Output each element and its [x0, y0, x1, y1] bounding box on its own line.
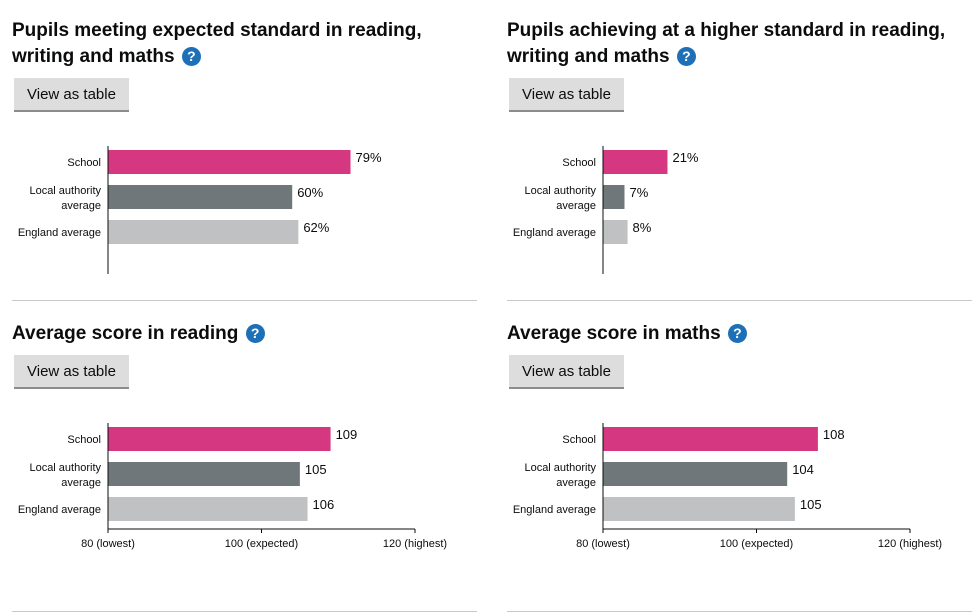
x-tick-label: 120 (highest): [878, 538, 942, 550]
value-label: 105: [800, 497, 822, 512]
panel-higher-standard: Pupils achieving at a higher standard in…: [507, 18, 972, 298]
category-label: Local authority average: [29, 462, 101, 489]
bar-chart: School 109 Local authority average 105 Englan…: [12, 423, 477, 558]
category-label: England average: [513, 227, 596, 239]
panel-maths-score: Average score in maths ? View as table S…: [507, 321, 972, 591]
divider: [12, 300, 477, 301]
panel-title: Pupils meeting expected standard in read…: [12, 18, 477, 70]
divider: [507, 611, 972, 612]
value-label: 7%: [629, 185, 648, 200]
panel-title: Average score in reading ?: [12, 321, 477, 347]
bar-local: [603, 462, 788, 486]
help-icon[interactable]: ?: [245, 324, 265, 343]
view-as-table-button[interactable]: View as table: [509, 355, 624, 389]
panel-expected-standard: Pupils meeting expected standard in read…: [12, 18, 477, 298]
x-tick-label: 120 (highest): [383, 538, 447, 550]
bar-school: [108, 427, 331, 451]
value-label: 108: [823, 427, 845, 442]
category-label: School: [67, 157, 101, 169]
value-label: 104: [792, 462, 814, 477]
bar-england: [108, 220, 299, 244]
panel-title-text: Average score in reading: [12, 323, 239, 344]
help-icon[interactable]: ?: [676, 47, 696, 66]
x-tick-label: 100 (expected): [720, 538, 793, 550]
panel-title-text: Average score in maths: [507, 323, 721, 344]
category-label: England average: [18, 227, 101, 239]
bar-chart-svg: School 109 Local authority average 105 Englan…: [18, 423, 447, 550]
view-as-table-button[interactable]: View as table: [509, 78, 624, 112]
bar-chart: School 108 Local authority average 104 Englan…: [507, 423, 972, 558]
value-label: 60%: [297, 185, 323, 200]
x-tick-label: 80 (lowest): [81, 538, 135, 550]
bar-chart: School 79% Local authority average 60% Englan…: [12, 146, 477, 283]
bar-england: [108, 497, 308, 521]
bar-chart-svg: School 21% Local authority average 7% England…: [513, 146, 699, 274]
value-label: 109: [336, 427, 358, 442]
panel-title-text: Pupils meeting expected standard in read…: [12, 20, 422, 67]
value-label: 105: [305, 462, 327, 477]
category-label: England average: [18, 504, 101, 516]
divider: [507, 300, 972, 301]
panel-title: Pupils achieving at a higher standard in…: [507, 18, 972, 70]
bar-chart-svg: School 79% Local authority average 60% Englan…: [18, 146, 382, 274]
category-label: School: [562, 434, 596, 446]
bar-chart-svg: School 108 Local authority average 104 Englan…: [513, 423, 942, 550]
value-label: 106: [313, 497, 335, 512]
bar-school: [108, 150, 351, 174]
bar-local: [108, 462, 300, 486]
bar-local: [108, 185, 293, 209]
value-label: 79%: [356, 150, 382, 165]
panel-title-text: Pupils achieving at a higher standard in…: [507, 20, 946, 67]
category-label: Local authority average: [524, 185, 596, 212]
category-label: England average: [513, 504, 596, 516]
bar-chart: School 21% Local authority average 7% England…: [507, 146, 972, 283]
bar-england: [603, 497, 795, 521]
divider: [12, 611, 477, 612]
view-as-table-button[interactable]: View as table: [14, 78, 129, 112]
category-label: Local authority average: [29, 185, 101, 212]
help-icon[interactable]: ?: [727, 324, 747, 343]
category-label: School: [562, 157, 596, 169]
panel-reading-score: Average score in reading ? View as table…: [12, 321, 477, 591]
panel-title: Average score in maths ?: [507, 321, 972, 347]
help-icon[interactable]: ?: [181, 47, 201, 66]
value-label: 21%: [672, 150, 698, 165]
x-tick-label: 80 (lowest): [576, 538, 630, 550]
category-label: Local authority average: [524, 462, 596, 489]
category-label: School: [67, 434, 101, 446]
value-label: 8%: [633, 220, 652, 235]
bar-local: [603, 185, 625, 209]
x-tick-label: 100 (expected): [225, 538, 298, 550]
view-as-table-button[interactable]: View as table: [14, 355, 129, 389]
value-label: 62%: [303, 220, 329, 235]
bar-school: [603, 427, 818, 451]
bar-school: [603, 150, 668, 174]
bar-england: [603, 220, 628, 244]
